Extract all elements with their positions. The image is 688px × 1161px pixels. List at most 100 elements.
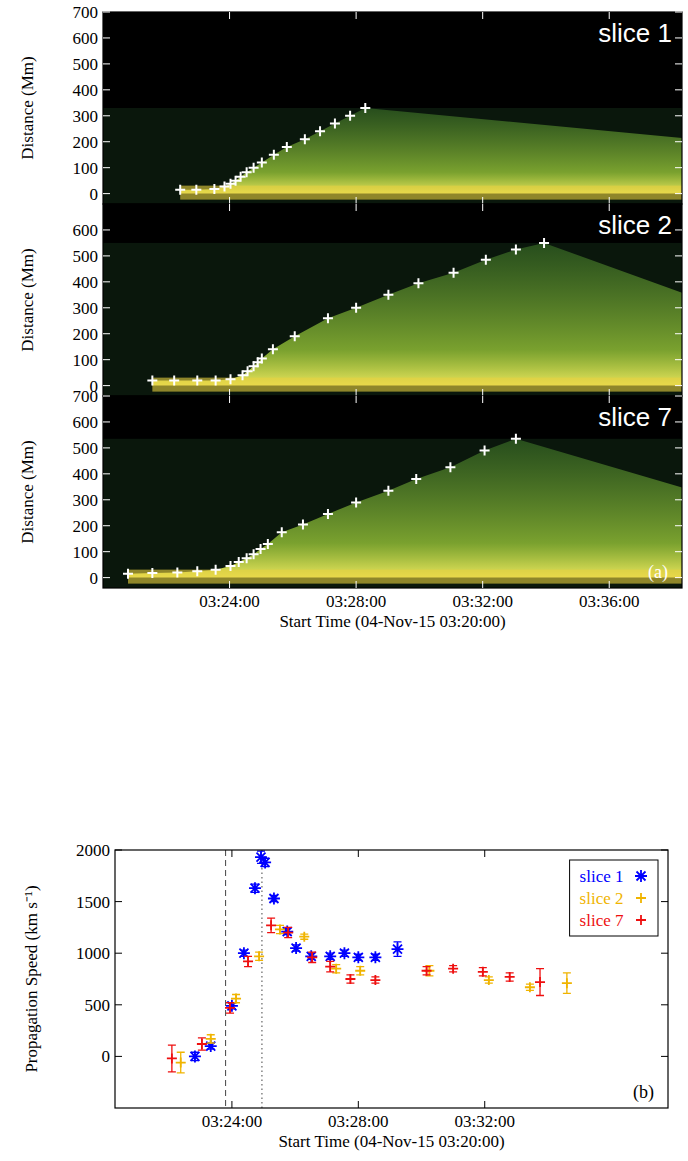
y-tick-label: 400 xyxy=(73,273,99,292)
y-tick xyxy=(675,499,682,500)
y-tick-label: 500 xyxy=(85,996,111,1015)
error-bar xyxy=(506,973,514,981)
image-decoration xyxy=(103,243,682,396)
x-tick xyxy=(229,389,230,396)
panel: 03:24:0003:28:0003:32:000500100015002000… xyxy=(22,841,668,1151)
point xyxy=(351,497,361,507)
x-tick xyxy=(356,396,357,403)
y-axis-title: Distance (Mm) xyxy=(18,248,37,351)
point xyxy=(169,375,179,385)
x-tick xyxy=(609,389,610,396)
y-tick xyxy=(103,577,110,578)
y-tick xyxy=(103,421,110,422)
x-tick xyxy=(482,389,483,396)
y-tick-label: 100 xyxy=(73,351,99,370)
point xyxy=(562,978,572,988)
x-tick xyxy=(229,396,230,403)
point xyxy=(449,268,459,278)
reference-line xyxy=(225,850,226,1108)
panel-title: slice 1 xyxy=(598,18,672,48)
y-tick-label: 0 xyxy=(102,1047,111,1066)
y-tick xyxy=(661,953,668,954)
x-tick xyxy=(484,1101,485,1108)
point xyxy=(211,565,221,575)
image-region xyxy=(103,243,682,396)
point xyxy=(351,303,361,313)
error-bar xyxy=(177,1052,185,1073)
y-tick xyxy=(675,193,682,194)
point xyxy=(323,509,333,519)
y-tick-label: 600 xyxy=(73,29,99,48)
legend-label: slice 1 xyxy=(580,867,624,886)
point xyxy=(352,951,364,963)
y-tick xyxy=(103,141,110,142)
y-tick xyxy=(103,12,110,13)
y-tick-label: 600 xyxy=(73,221,99,240)
y-tick-label: 200 xyxy=(73,517,99,536)
point xyxy=(191,185,201,195)
y-tick xyxy=(103,551,110,552)
error-bar xyxy=(536,969,544,996)
point xyxy=(383,290,393,300)
y-tick xyxy=(103,193,110,194)
y-tick xyxy=(103,499,110,500)
point xyxy=(282,142,292,152)
point xyxy=(290,331,300,341)
plot-background xyxy=(115,850,668,1108)
error-bar xyxy=(232,994,240,1002)
y-tick xyxy=(103,473,110,474)
point xyxy=(257,157,267,167)
point xyxy=(323,313,333,323)
y-tick xyxy=(103,37,110,38)
marks xyxy=(175,103,370,195)
y-axis-title: Distance (Mm) xyxy=(18,440,37,543)
point xyxy=(243,956,253,966)
x-tick xyxy=(231,1101,232,1108)
y-tick xyxy=(661,901,668,902)
point xyxy=(254,951,264,961)
point xyxy=(249,882,261,894)
x-tick xyxy=(229,197,230,204)
y-tick-label: 400 xyxy=(73,81,99,100)
x-tick-label: 03:36:00 xyxy=(579,592,639,611)
x-tick xyxy=(356,197,357,204)
point xyxy=(325,962,335,972)
panel-title: slice 7 xyxy=(598,402,672,432)
y-tick xyxy=(675,141,682,142)
y-tick xyxy=(675,525,682,526)
y-tick xyxy=(675,333,682,334)
point xyxy=(192,375,202,385)
x-tick xyxy=(358,1101,359,1108)
panel: 0100200300400500600700Distance (Mm)slice… xyxy=(18,3,682,214)
y-tick-label: 2000 xyxy=(76,841,110,860)
error-bar xyxy=(563,973,571,994)
y-axis-title: Propagation Speed (km s⁻¹) xyxy=(22,885,41,1072)
point xyxy=(345,111,355,121)
x-tick xyxy=(482,197,483,204)
point xyxy=(448,964,458,974)
y-tick xyxy=(115,1056,122,1057)
panel-label: (b) xyxy=(633,1082,654,1103)
panel: 0100200300400500600Distance (Mm)slice 2 xyxy=(18,204,682,406)
y-tick xyxy=(675,63,682,64)
point xyxy=(480,445,490,455)
point xyxy=(257,353,267,363)
error-bar xyxy=(346,975,354,983)
image-decoration xyxy=(103,108,682,204)
point xyxy=(172,567,182,577)
point xyxy=(324,950,336,962)
point xyxy=(147,568,157,578)
point xyxy=(175,185,185,195)
point xyxy=(383,486,393,496)
point xyxy=(266,920,276,930)
x-tick-label: 03:28:00 xyxy=(328,1112,388,1131)
point xyxy=(422,966,432,976)
x-tick-label: 03:24:00 xyxy=(202,1112,262,1131)
x-axis-title: Start Time (04-Nov-15 03:20:00) xyxy=(279,612,505,631)
point xyxy=(481,255,491,265)
point xyxy=(299,932,309,942)
y-tick xyxy=(103,281,110,282)
image-decoration xyxy=(103,439,682,588)
y-tick xyxy=(675,12,682,13)
y-tick xyxy=(675,385,682,386)
